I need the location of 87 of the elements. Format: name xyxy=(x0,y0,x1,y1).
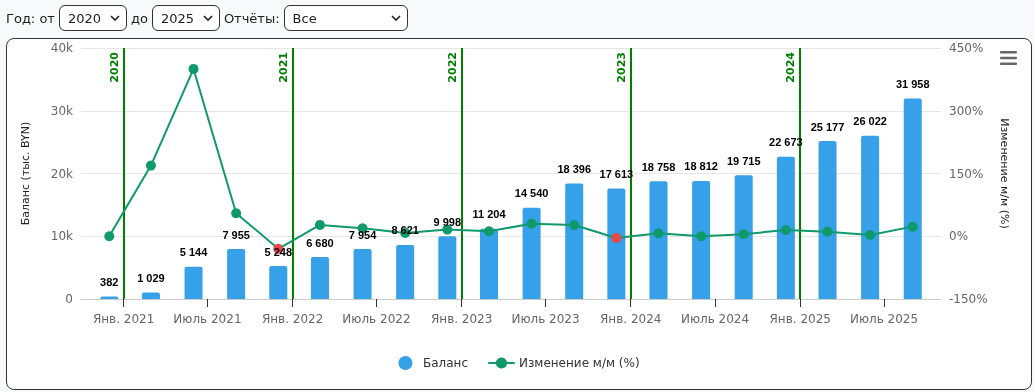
data-label: 1 029 xyxy=(137,272,165,285)
text: Отчёты: xyxy=(223,10,280,26)
data-label: 18 812 xyxy=(684,160,718,173)
x-tick-label: Янв. 2024 xyxy=(600,312,662,326)
point xyxy=(569,219,580,230)
bar xyxy=(776,156,795,299)
x-tick-label: Июль 2025 xyxy=(849,312,919,326)
bar xyxy=(818,141,837,299)
x-tick-label: Июль 2023 xyxy=(511,312,580,326)
bar xyxy=(692,180,711,299)
legend-label: Изменение м/м (%) xyxy=(518,356,640,370)
bar xyxy=(649,181,668,299)
data-label: 31 958 xyxy=(895,77,930,90)
x-tick-label: Янв. 2022 xyxy=(261,312,324,326)
y2-tick-label: 450% xyxy=(949,41,984,55)
x-tick-label: Янв. 2021 xyxy=(92,312,155,326)
data-label: 7 954 xyxy=(348,228,378,241)
bar xyxy=(480,228,498,299)
bar xyxy=(353,249,372,299)
x-tick-label: Янв. 2023 xyxy=(430,312,493,326)
point xyxy=(231,208,242,219)
text: 2025 xyxy=(160,10,194,26)
legend-label: Баланс xyxy=(422,356,468,370)
bar xyxy=(903,98,922,299)
y-axis-title: Баланс (тыс. BYN) xyxy=(19,121,32,226)
bar xyxy=(227,249,246,299)
point xyxy=(738,229,749,240)
point xyxy=(188,63,199,74)
data-label: 18 396 xyxy=(557,163,592,176)
point xyxy=(314,219,325,230)
point xyxy=(611,232,622,243)
data-label: 5 144 xyxy=(179,246,209,259)
y2-tick-label: 300% xyxy=(949,103,984,118)
ref-line-label: 2024 xyxy=(784,51,798,83)
point xyxy=(653,228,664,239)
data-label: 9 998 xyxy=(433,215,462,228)
ref-line-label: 2021 xyxy=(276,52,290,83)
point xyxy=(104,231,115,242)
text: Год: от xyxy=(6,10,55,26)
y2-tick-label: -150% xyxy=(949,292,988,306)
ref-line-label: 2023 xyxy=(614,52,628,83)
y2-tick-label: 150% xyxy=(949,166,984,181)
point xyxy=(907,221,918,232)
data-label: 5 248 xyxy=(264,245,293,258)
bar xyxy=(396,244,415,299)
point xyxy=(145,160,156,171)
x-tick-label: Июль 2021 xyxy=(173,312,242,326)
point xyxy=(526,218,537,229)
text: до xyxy=(130,10,148,26)
ref-line-label: 2020 xyxy=(107,51,121,83)
text: 2020 xyxy=(67,10,102,26)
data-label: 7 955 xyxy=(222,228,250,241)
x-tick-label: Июль 2024 xyxy=(680,312,750,326)
point xyxy=(822,226,833,237)
bar xyxy=(269,266,288,299)
bar xyxy=(184,266,203,299)
y-tick-label: 20k xyxy=(50,166,74,181)
data-label: 26 022 xyxy=(853,115,887,128)
y-tick-label: 10k xyxy=(50,229,74,244)
data-label: 14 540 xyxy=(514,187,549,200)
bar xyxy=(734,175,753,299)
x-tick-label: Янв. 2025 xyxy=(769,312,831,326)
data-label: 6 680 xyxy=(306,236,334,249)
bar xyxy=(438,236,457,299)
ref-line-label: 2022 xyxy=(445,52,459,83)
text: Все xyxy=(292,10,317,26)
point xyxy=(484,226,494,237)
bar xyxy=(861,135,880,299)
point xyxy=(865,230,876,240)
data-label: 382 xyxy=(100,276,119,289)
y-tick-label: 40k xyxy=(50,41,74,55)
y2-tick-label: 0% xyxy=(949,229,969,244)
bar xyxy=(522,207,541,299)
point xyxy=(780,224,791,235)
y-tick-label: 30k xyxy=(50,103,74,118)
bar xyxy=(607,188,626,299)
point xyxy=(696,231,707,242)
data-label: 19 715 xyxy=(726,154,761,167)
data-label: 25 177 xyxy=(810,120,845,133)
x-tick-label: Июль 2022 xyxy=(342,312,411,326)
bar xyxy=(310,257,329,299)
data-label: 18 758 xyxy=(641,160,676,173)
bar xyxy=(565,183,584,299)
y-tick-label: 0 xyxy=(65,292,73,306)
y2-axis-title: Изменение м/м (%) xyxy=(997,118,1011,229)
data-label: 11 204 xyxy=(472,208,507,221)
bar xyxy=(141,292,160,299)
